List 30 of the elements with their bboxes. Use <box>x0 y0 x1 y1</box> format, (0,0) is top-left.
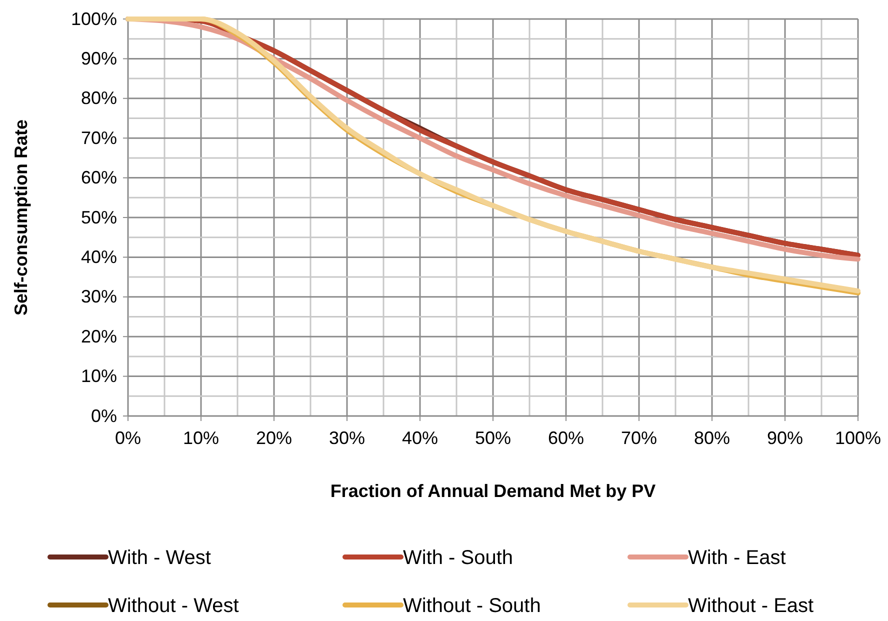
x-tick-label: 30% <box>328 428 366 448</box>
legend-label: With - East <box>688 547 786 569</box>
y-tick-label: 30% <box>80 286 117 307</box>
y-tick-label: 0% <box>90 406 117 426</box>
x-tick-label: 70% <box>620 428 658 448</box>
legend-label: Without - West <box>108 595 240 617</box>
y-tick-label: 10% <box>80 366 117 386</box>
y-tick-label: 90% <box>80 48 117 68</box>
y-tick-label: 40% <box>80 246 117 267</box>
x-tick-label: 50% <box>474 428 512 448</box>
legend-label: With - West <box>108 547 212 569</box>
y-tick-label: 50% <box>80 207 117 228</box>
x-axis-title: Fraction of Annual Demand Met by PV <box>330 481 656 501</box>
x-tick-label: 0% <box>114 428 142 448</box>
y-tick-label: 60% <box>80 168 117 188</box>
x-tick-label: 40% <box>402 428 438 448</box>
y-tick-label: 80% <box>80 88 117 108</box>
y-axis-title: Self-consumption Rate <box>11 119 31 316</box>
y-tick-label: 20% <box>80 326 117 346</box>
y-tick-label: 100% <box>70 8 117 29</box>
x-tick-label: 80% <box>694 428 730 448</box>
legend-label: Without - South <box>403 595 541 617</box>
legend-label: With - South <box>403 547 514 569</box>
legend-label: Without - East <box>688 595 814 617</box>
y-tick-label: 70% <box>80 128 117 148</box>
x-tick-label: 100% <box>834 428 882 448</box>
x-tick-label: 90% <box>766 428 804 448</box>
x-tick-label: 60% <box>548 428 584 448</box>
x-tick-label: 20% <box>256 428 292 448</box>
x-tick-label: 10% <box>182 428 220 448</box>
